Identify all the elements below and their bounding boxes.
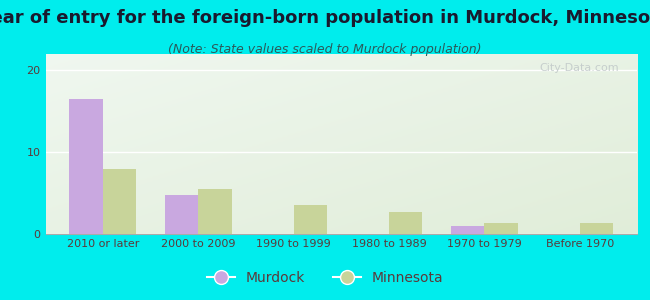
- Bar: [103, 169, 136, 234]
- Text: (Note: State values scaled to Murdock population): (Note: State values scaled to Murdock po…: [168, 44, 482, 56]
- Legend: Murdock, Minnesota: Murdock, Minnesota: [201, 265, 449, 290]
- Bar: [580, 223, 613, 234]
- Bar: [294, 206, 327, 234]
- Text: City-Data.com: City-Data.com: [540, 63, 619, 73]
- Bar: [451, 226, 484, 234]
- Text: Year of entry for the foreign-born population in Murdock, Minnesota: Year of entry for the foreign-born popul…: [0, 9, 650, 27]
- Bar: [484, 223, 518, 234]
- Bar: [389, 212, 422, 234]
- Bar: [164, 195, 198, 234]
- Bar: [70, 99, 103, 234]
- Bar: [198, 189, 231, 234]
